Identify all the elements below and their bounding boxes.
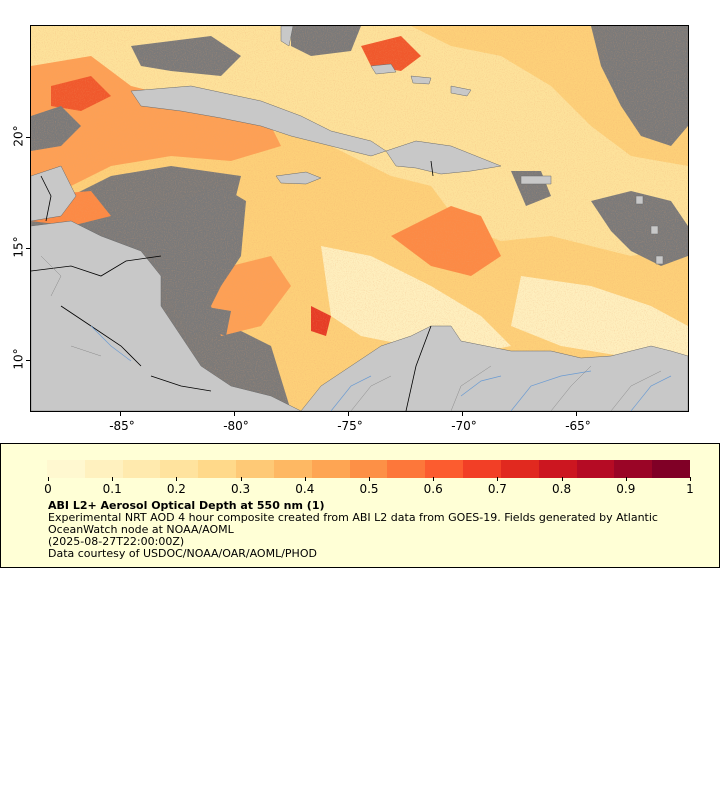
lon-label: -75°: [337, 419, 363, 433]
colorbar-tick: [690, 477, 691, 481]
colorbar-segment: [576, 460, 615, 478]
colorbar-tick: [240, 477, 242, 481]
lesser-antilles-landmass: [635, 195, 644, 205]
colorbar-tick: [625, 477, 627, 481]
legend-text: ABI L2+ Aerosol Optical Depth at 550 nm …: [48, 500, 698, 560]
colorbar-tick: [176, 477, 178, 481]
colorbar-tick-label: 0.4: [295, 482, 315, 496]
legend-courtesy: Data courtesy of USDOC/NOAA/OAR/AOML/PHO…: [48, 547, 317, 560]
rivers: [90, 325, 672, 411]
colorbar-segment: [425, 460, 464, 478]
colorbar-tick-label: 1: [686, 482, 694, 496]
colorbar-segment: [538, 460, 577, 478]
colorbar-segment: [500, 460, 539, 478]
map-canvas: [31, 26, 688, 411]
lat-tick: [26, 248, 30, 249]
colorbar-tick: [369, 477, 370, 481]
puerto-rico-landmass: [520, 175, 552, 185]
south-america-landmass: [300, 325, 688, 411]
land: [31, 26, 688, 411]
colorbar-segment: [198, 460, 237, 478]
lon-tick: [576, 412, 577, 416]
colorbar-segment: [84, 460, 123, 478]
hispaniola-landmass: [385, 140, 502, 175]
bahamas-landmass: [370, 63, 397, 75]
lon-tick: [348, 412, 349, 416]
legend-panel: ABI L2+ Aerosol Optical Depth at 550 nm …: [0, 443, 720, 568]
lat-label: 15°: [11, 236, 26, 258]
colorbar-segment: [160, 460, 199, 478]
colorbar-segment: [349, 460, 388, 478]
lon-tick: [234, 412, 235, 416]
colorbar-segment: [273, 460, 312, 478]
colorbar-segment: [122, 460, 161, 478]
colorbar-segment: [463, 460, 501, 478]
legend-title: ABI L2+ Aerosol Optical Depth at 550 nm …: [48, 499, 325, 512]
colorbar-tick: [561, 477, 563, 481]
colorbar-tick-label: 0.1: [102, 482, 122, 496]
colorbar-tick-label: 0.2: [166, 482, 186, 496]
lon-label: -80°: [223, 419, 249, 433]
legend-timestamp: (2025-08-27T22:00:00Z): [48, 535, 185, 548]
colorbar-tick-label: 0.7: [487, 482, 507, 496]
colorbar-tick-label: 0.5: [359, 482, 379, 496]
colorbar-tick-label: 0.6: [423, 482, 443, 496]
colorbar-tick-label: 0.3: [231, 482, 251, 496]
colorbar-tick: [112, 477, 114, 481]
lat-tick: [26, 360, 30, 361]
lon-tick: [120, 412, 121, 416]
colorbar: [47, 460, 691, 478]
colorbar-segment: [236, 460, 274, 478]
colorbar-tick: [497, 477, 499, 481]
lon-label: -85°: [109, 419, 135, 433]
florida-landmass: [280, 26, 294, 47]
state-borders: [40, 255, 662, 411]
colorbar-tick-label: 0.9: [616, 482, 636, 496]
yucatan-landmass: [31, 165, 77, 222]
colorbar-tick-label: 0: [44, 482, 52, 496]
colorbar-segment: [311, 460, 350, 478]
cuba-landmass: [130, 85, 387, 157]
colorbar-tick: [433, 477, 435, 481]
lon-label: -65°: [565, 419, 591, 433]
legend-description: Experimental NRT AOD 4 hour composite cr…: [48, 511, 658, 536]
colorbar-segment: [614, 460, 653, 478]
colorbar-segment: [652, 460, 691, 478]
lon-label: -70°: [451, 419, 477, 433]
colorbar-segment: [47, 460, 85, 478]
central-america-landmass: [31, 220, 302, 411]
colorbar-tick: [48, 477, 49, 481]
lat-label: 10°: [11, 348, 26, 370]
aod-map: [30, 25, 689, 412]
lat-label: 20°: [11, 125, 26, 147]
country-borders: [31, 160, 434, 411]
colorbar-tick: [304, 477, 306, 481]
colorbar-tick-label: 0.8: [552, 482, 572, 496]
lat-tick: [26, 137, 30, 138]
colorbar-segment: [387, 460, 426, 478]
jamaica-landmass: [275, 171, 322, 185]
lon-tick: [462, 412, 463, 416]
